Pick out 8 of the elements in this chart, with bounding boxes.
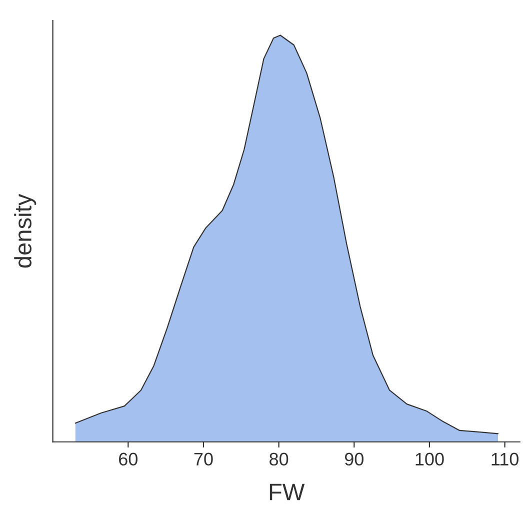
x-tick-label: 70 xyxy=(194,452,213,466)
x-tick-label: 60 xyxy=(119,452,138,466)
x-tick-label: 100 xyxy=(416,452,444,466)
x-tick-label: 80 xyxy=(270,452,288,466)
x-tick-label: 90 xyxy=(344,452,364,466)
x-tick-label: 110 xyxy=(492,452,518,466)
x-axis-title: FW xyxy=(270,484,305,500)
y-axis-title: density xyxy=(14,194,36,268)
